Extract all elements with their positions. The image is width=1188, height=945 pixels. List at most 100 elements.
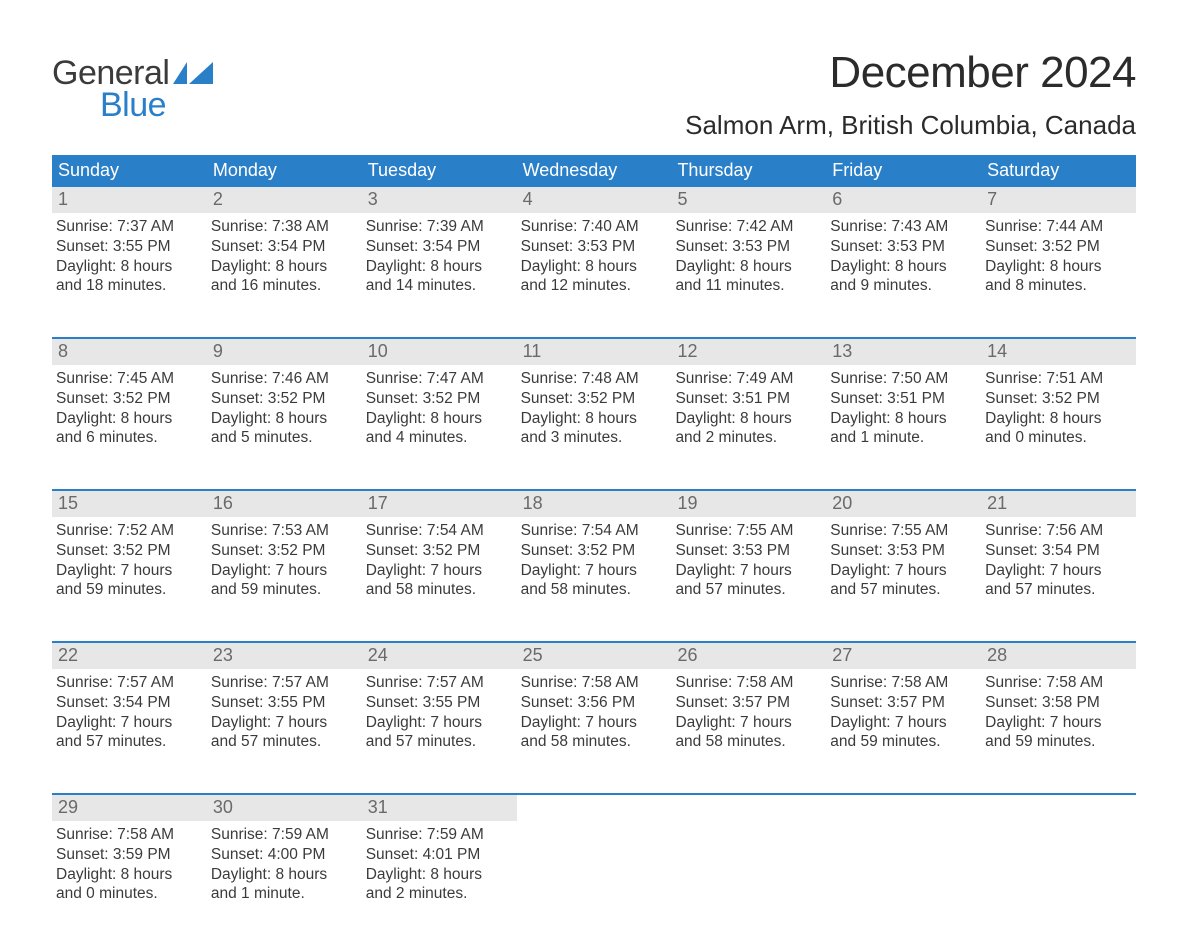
day-cell: Sunrise: 7:46 AMSunset: 3:52 PMDaylight:…: [207, 365, 362, 489]
sunset-text: Sunset: 3:59 PM: [56, 845, 203, 865]
daylight-line2: and 5 minutes.: [211, 428, 358, 448]
sunrise-text: Sunrise: 7:57 AM: [56, 673, 203, 693]
day-number: 1: [52, 187, 207, 213]
day-cell: Sunrise: 7:57 AMSunset: 3:55 PMDaylight:…: [207, 669, 362, 793]
day-body: Sunrise: 7:54 AMSunset: 3:52 PMDaylight:…: [517, 517, 672, 604]
sunset-text: Sunset: 3:57 PM: [830, 693, 977, 713]
daylight-line1: Daylight: 7 hours: [521, 713, 668, 733]
day-cell: Sunrise: 7:52 AMSunset: 3:52 PMDaylight:…: [52, 517, 207, 641]
daylight-line1: Daylight: 8 hours: [211, 257, 358, 277]
daynum-row: 891011121314: [52, 339, 1136, 365]
sunrise-text: Sunrise: 7:47 AM: [366, 369, 513, 389]
sunrise-text: Sunrise: 7:59 AM: [366, 825, 513, 845]
day-cell: Sunrise: 7:38 AMSunset: 3:54 PMDaylight:…: [207, 213, 362, 337]
daylight-line1: Daylight: 7 hours: [830, 561, 977, 581]
daylight-line1: Daylight: 7 hours: [211, 713, 358, 733]
day-cell: Sunrise: 7:39 AMSunset: 3:54 PMDaylight:…: [362, 213, 517, 337]
day-cell: Sunrise: 7:57 AMSunset: 3:54 PMDaylight:…: [52, 669, 207, 793]
sunrise-text: Sunrise: 7:43 AM: [830, 217, 977, 237]
sunrise-text: Sunrise: 7:57 AM: [211, 673, 358, 693]
day-number: 29: [52, 795, 207, 821]
sunset-text: Sunset: 3:52 PM: [985, 237, 1132, 257]
sunset-text: Sunset: 3:52 PM: [985, 389, 1132, 409]
day-cell: Sunrise: 7:40 AMSunset: 3:53 PMDaylight:…: [517, 213, 672, 337]
sunset-text: Sunset: 3:54 PM: [211, 237, 358, 257]
daylight-line2: and 57 minutes.: [211, 732, 358, 752]
daylight-line2: and 1 minute.: [830, 428, 977, 448]
weekday-header: Thursday: [671, 155, 826, 187]
sunrise-text: Sunrise: 7:54 AM: [521, 521, 668, 541]
daylight-line2: and 0 minutes.: [56, 884, 203, 904]
daylight-line2: and 59 minutes.: [56, 580, 203, 600]
weekday-header-row: SundayMondayTuesdayWednesdayThursdayFrid…: [52, 155, 1136, 187]
day-number: 14: [981, 339, 1136, 365]
day-number: 7: [981, 187, 1136, 213]
sunset-text: Sunset: 3:57 PM: [675, 693, 822, 713]
week-wrap: 1234567Sunrise: 7:37 AMSunset: 3:55 PMDa…: [52, 187, 1136, 337]
day-body-row: Sunrise: 7:37 AMSunset: 3:55 PMDaylight:…: [52, 213, 1136, 337]
day-cell: Sunrise: 7:58 AMSunset: 3:58 PMDaylight:…: [981, 669, 1136, 793]
day-number: [671, 795, 826, 821]
sunset-text: Sunset: 3:52 PM: [521, 541, 668, 561]
sunset-text: Sunset: 3:53 PM: [675, 541, 822, 561]
sunset-text: Sunset: 3:58 PM: [985, 693, 1132, 713]
daylight-line2: and 18 minutes.: [56, 276, 203, 296]
day-number: 10: [362, 339, 517, 365]
daylight-line2: and 58 minutes.: [521, 732, 668, 752]
day-body: Sunrise: 7:39 AMSunset: 3:54 PMDaylight:…: [362, 213, 517, 300]
brand-logo: General Blue: [52, 48, 213, 123]
title-block: December 2024 Salmon Arm, British Columb…: [685, 48, 1136, 141]
sunrise-text: Sunrise: 7:51 AM: [985, 369, 1132, 389]
sunrise-text: Sunrise: 7:54 AM: [366, 521, 513, 541]
day-body: Sunrise: 7:42 AMSunset: 3:53 PMDaylight:…: [671, 213, 826, 300]
sunrise-text: Sunrise: 7:55 AM: [675, 521, 822, 541]
day-cell: Sunrise: 7:59 AMSunset: 4:01 PMDaylight:…: [362, 821, 517, 945]
day-cell: Sunrise: 7:51 AMSunset: 3:52 PMDaylight:…: [981, 365, 1136, 489]
weekday-header: Monday: [207, 155, 362, 187]
sunrise-text: Sunrise: 7:49 AM: [675, 369, 822, 389]
day-cell: Sunrise: 7:45 AMSunset: 3:52 PMDaylight:…: [52, 365, 207, 489]
sunrise-text: Sunrise: 7:44 AM: [985, 217, 1132, 237]
day-body: Sunrise: 7:57 AMSunset: 3:55 PMDaylight:…: [362, 669, 517, 756]
day-body-row: Sunrise: 7:58 AMSunset: 3:59 PMDaylight:…: [52, 821, 1136, 945]
sunset-text: Sunset: 3:55 PM: [56, 237, 203, 257]
daylight-line1: Daylight: 8 hours: [521, 257, 668, 277]
sunset-text: Sunset: 3:56 PM: [521, 693, 668, 713]
daylight-line2: and 57 minutes.: [366, 732, 513, 752]
sunrise-text: Sunrise: 7:40 AM: [521, 217, 668, 237]
day-cell: Sunrise: 7:48 AMSunset: 3:52 PMDaylight:…: [517, 365, 672, 489]
daylight-line1: Daylight: 8 hours: [366, 409, 513, 429]
day-body: Sunrise: 7:45 AMSunset: 3:52 PMDaylight:…: [52, 365, 207, 452]
daylight-line1: Daylight: 8 hours: [211, 865, 358, 885]
day-cell: Sunrise: 7:49 AMSunset: 3:51 PMDaylight:…: [671, 365, 826, 489]
day-number: 6: [826, 187, 981, 213]
day-cell: Sunrise: 7:47 AMSunset: 3:52 PMDaylight:…: [362, 365, 517, 489]
day-body: Sunrise: 7:58 AMSunset: 3:57 PMDaylight:…: [671, 669, 826, 756]
month-title: December 2024: [685, 48, 1136, 98]
day-body: Sunrise: 7:57 AMSunset: 3:54 PMDaylight:…: [52, 669, 207, 756]
daylight-line1: Daylight: 8 hours: [56, 409, 203, 429]
daylight-line1: Daylight: 8 hours: [675, 257, 822, 277]
sunrise-text: Sunrise: 7:50 AM: [830, 369, 977, 389]
day-number: 24: [362, 643, 517, 669]
day-cell: Sunrise: 7:58 AMSunset: 3:57 PMDaylight:…: [671, 669, 826, 793]
calendar: SundayMondayTuesdayWednesdayThursdayFrid…: [52, 155, 1136, 945]
sunrise-text: Sunrise: 7:58 AM: [521, 673, 668, 693]
daylight-line2: and 0 minutes.: [985, 428, 1132, 448]
daylight-line1: Daylight: 8 hours: [56, 865, 203, 885]
day-number: 13: [826, 339, 981, 365]
daylight-line1: Daylight: 7 hours: [675, 561, 822, 581]
daylight-line2: and 3 minutes.: [521, 428, 668, 448]
day-number: 21: [981, 491, 1136, 517]
day-cell: [826, 821, 981, 945]
day-number: 4: [517, 187, 672, 213]
day-number: 31: [362, 795, 517, 821]
daylight-line2: and 4 minutes.: [366, 428, 513, 448]
day-body: Sunrise: 7:40 AMSunset: 3:53 PMDaylight:…: [517, 213, 672, 300]
sunrise-text: Sunrise: 7:39 AM: [366, 217, 513, 237]
day-number: 17: [362, 491, 517, 517]
day-body: Sunrise: 7:59 AMSunset: 4:00 PMDaylight:…: [207, 821, 362, 908]
daynum-row: 22232425262728: [52, 643, 1136, 669]
day-cell: [981, 821, 1136, 945]
daylight-line1: Daylight: 7 hours: [366, 713, 513, 733]
